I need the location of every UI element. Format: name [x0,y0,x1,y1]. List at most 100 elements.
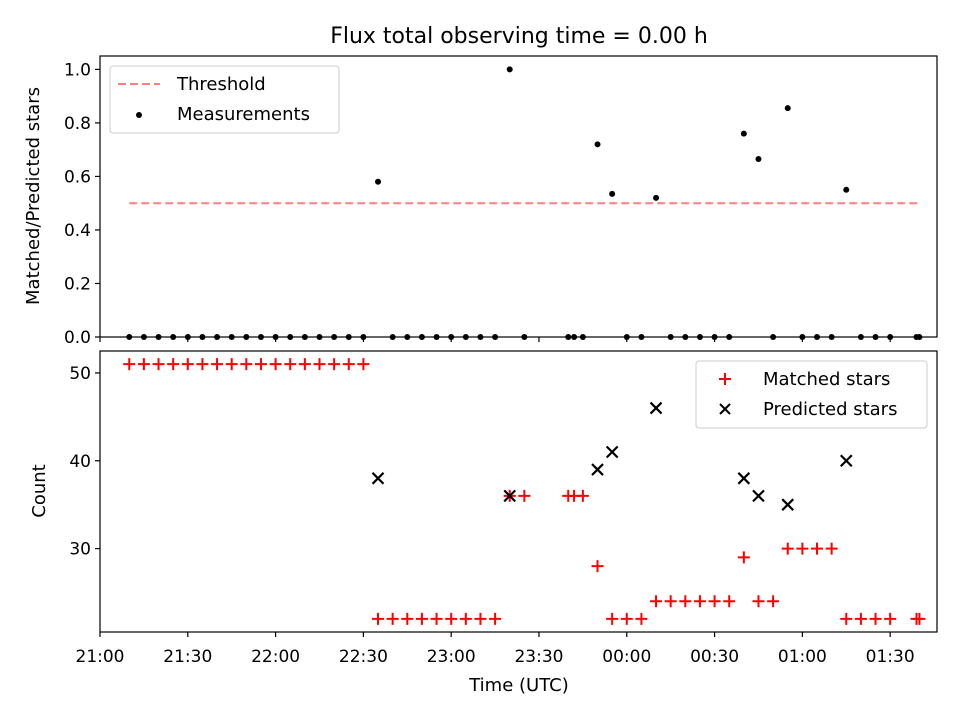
measurement-point [506,66,513,73]
matched-star-point [181,358,194,371]
bottom-y-tick-label: 40 [69,452,91,472]
predicted-star-point [591,463,604,476]
matched-star-point [328,358,341,371]
matched-star-point [386,612,399,625]
matched-star-point [415,612,428,625]
top-plot-frame [99,55,938,338]
top-y-tick-label: 0.2 [64,274,91,294]
bottom-y-axis: 30 40 50 [69,364,100,560]
matched-star-point [518,489,531,502]
measurement-point [784,105,791,112]
measurement-point [653,194,660,201]
matched-star-point [737,551,750,564]
matched-star-point [650,595,663,608]
matched-star-point [123,358,136,371]
matched-star-point [254,358,267,371]
predicted-star-point [752,489,765,503]
x-tick-label: 23:30 [514,647,563,667]
predicted-star-point [737,472,751,485]
matched-star-point [357,358,370,371]
matched-star-point [372,612,385,625]
matched-star-point [723,595,736,608]
legend-measurements-swatch [136,112,142,118]
matched-star-point [269,358,282,371]
measurement-point [609,190,616,197]
bottom-legend-box [695,360,928,429]
measurement-point [740,130,747,137]
matched-star-point [796,542,809,555]
measurement-point [594,141,601,148]
matched-star-point [913,612,926,625]
legend-predicted-label: Predicted stars [763,399,897,420]
bottom-x-axis: 21:00 21:30 22:00 22:30 23:00 23:30 00:00 00:30… [76,632,915,667]
x-tick-label: 01:00 [778,647,827,667]
x-tick-label: 21:30 [163,647,212,667]
x-tick-label: 00:00 [602,647,651,667]
bottom-y-axis-label: Count [29,464,50,517]
matched-star-point [401,612,414,625]
bottom-legend: Matched stars Predicted stars [695,360,928,429]
measurement-point [375,178,382,185]
x-tick-label: 21:00 [76,647,125,667]
matched-star-point [811,542,824,555]
x-tick-label: 23:00 [427,647,476,667]
matched-star-point [767,595,780,608]
matched-star-point [445,612,458,625]
matched-star-point [167,358,180,371]
legend-matched-label: Matched stars [763,369,890,390]
top-y-tick-label: 0.6 [64,167,91,187]
legend-threshold-label: Threshold [176,74,266,95]
top-legend-box [109,65,340,134]
top-y-tick-label: 1.0 [64,60,91,80]
top-y-tick-label: 0.0 [64,328,91,348]
matched-star-point [430,612,443,625]
x-axis-label: Time (UTC) [468,675,569,696]
predicted-star-point [839,454,853,468]
matched-star-point [284,358,297,371]
top-y-axis: 0.0 0.2 0.4 0.6 0.8 1.0 [64,60,100,348]
matched-star-point [679,595,692,608]
predicted-star-point [605,445,619,459]
matched-star-point [489,612,502,625]
x-tick-label: 22:00 [251,647,300,667]
matched-star-point [693,595,706,608]
predicted-star-point [503,489,516,503]
matched-star-point [298,358,311,371]
predicted-star-point [371,472,385,485]
matched-star-point [591,560,604,573]
matched-star-point [781,542,794,555]
predicted-stars-layer [371,401,853,511]
matched-star-point [708,595,721,608]
count-panel: 30 40 50 21:00 21:30 22:00 22:30 23:00 23:30 00:… [29,350,938,696]
x-tick-label: 22:30 [339,647,388,667]
matched-star-point [152,358,165,371]
matched-star-point [211,358,224,371]
matched-star-point [606,612,619,625]
top-y-tick-label: 0.4 [64,221,91,241]
matched-star-point [854,612,867,625]
top-legend: Threshold Measurements [109,65,340,134]
legend-matched-swatch [719,373,731,385]
matched-star-point [840,612,853,625]
legend-measurements-label: Measurements [177,104,310,125]
matched-star-point [620,612,633,625]
measurement-point [755,156,762,163]
matched-star-point [576,489,589,502]
matched-star-point [752,595,765,608]
matched-star-point [313,358,326,371]
matched-star-point [459,612,472,625]
matched-star-point [240,358,253,371]
measurements-layer [126,66,923,340]
matched-star-point [137,358,150,371]
top-x-ticks [99,337,891,342]
matched-star-point [869,612,882,625]
bottom-y-tick-label: 50 [69,364,91,384]
matched-star-point [196,358,209,371]
bottom-y-tick-label: 30 [69,540,91,560]
matched-star-point [884,612,897,625]
chart-title: Flux total observing time = 0.00 h [330,24,708,49]
matched-star-point [635,612,648,625]
top-y-tick-label: 0.8 [64,114,91,134]
x-tick-label: 00:30 [690,647,739,667]
